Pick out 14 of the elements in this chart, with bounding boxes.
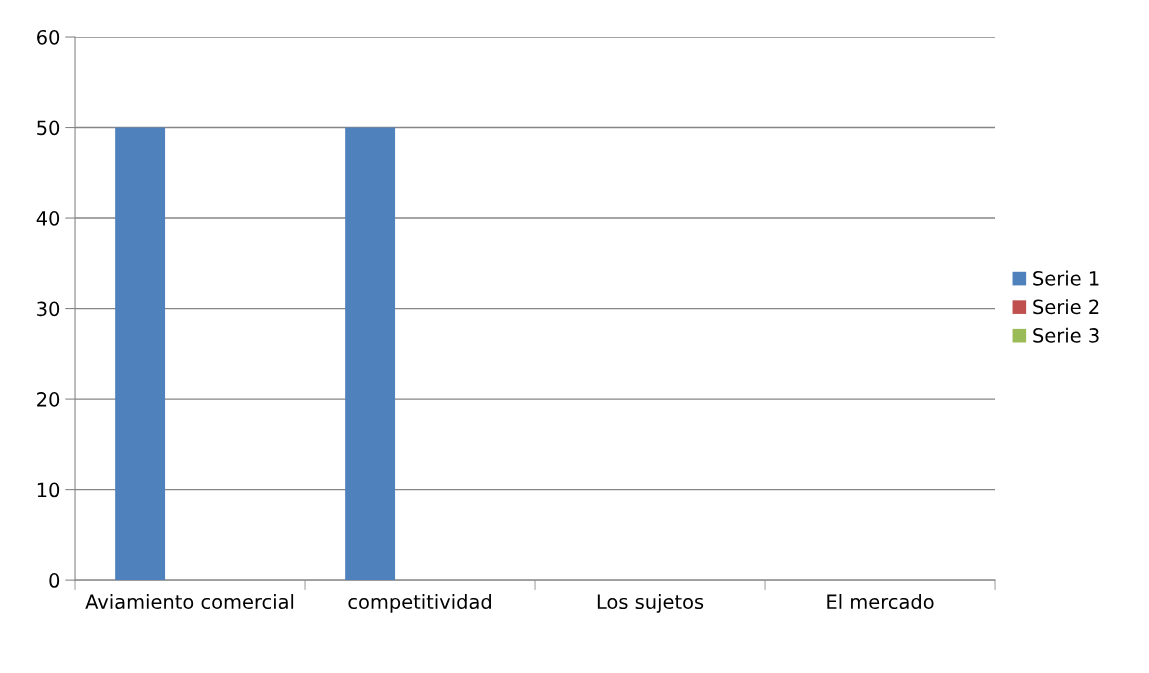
y-tick-label: 30 xyxy=(37,301,60,317)
x-tick-label: Aviamiento comercial xyxy=(85,594,294,610)
legend-label: Serie 1 xyxy=(1033,270,1099,286)
y-tick-label: 40 xyxy=(36,211,60,226)
y-tick-label: 50 xyxy=(37,120,60,136)
x-tick-label: El mercado xyxy=(827,594,934,610)
y-tick-label: 10 xyxy=(37,482,60,498)
y-tick-label: 60 xyxy=(37,29,60,45)
x-tick-label: competitividad xyxy=(348,594,491,613)
y-tick-label: 20 xyxy=(37,392,60,407)
legend-label: Serie 3 xyxy=(1033,327,1099,343)
x-tick-label: Los sujetos xyxy=(597,594,704,613)
y-tick-label: 0 xyxy=(49,573,60,588)
legend-label: Serie 2 xyxy=(1033,299,1099,315)
